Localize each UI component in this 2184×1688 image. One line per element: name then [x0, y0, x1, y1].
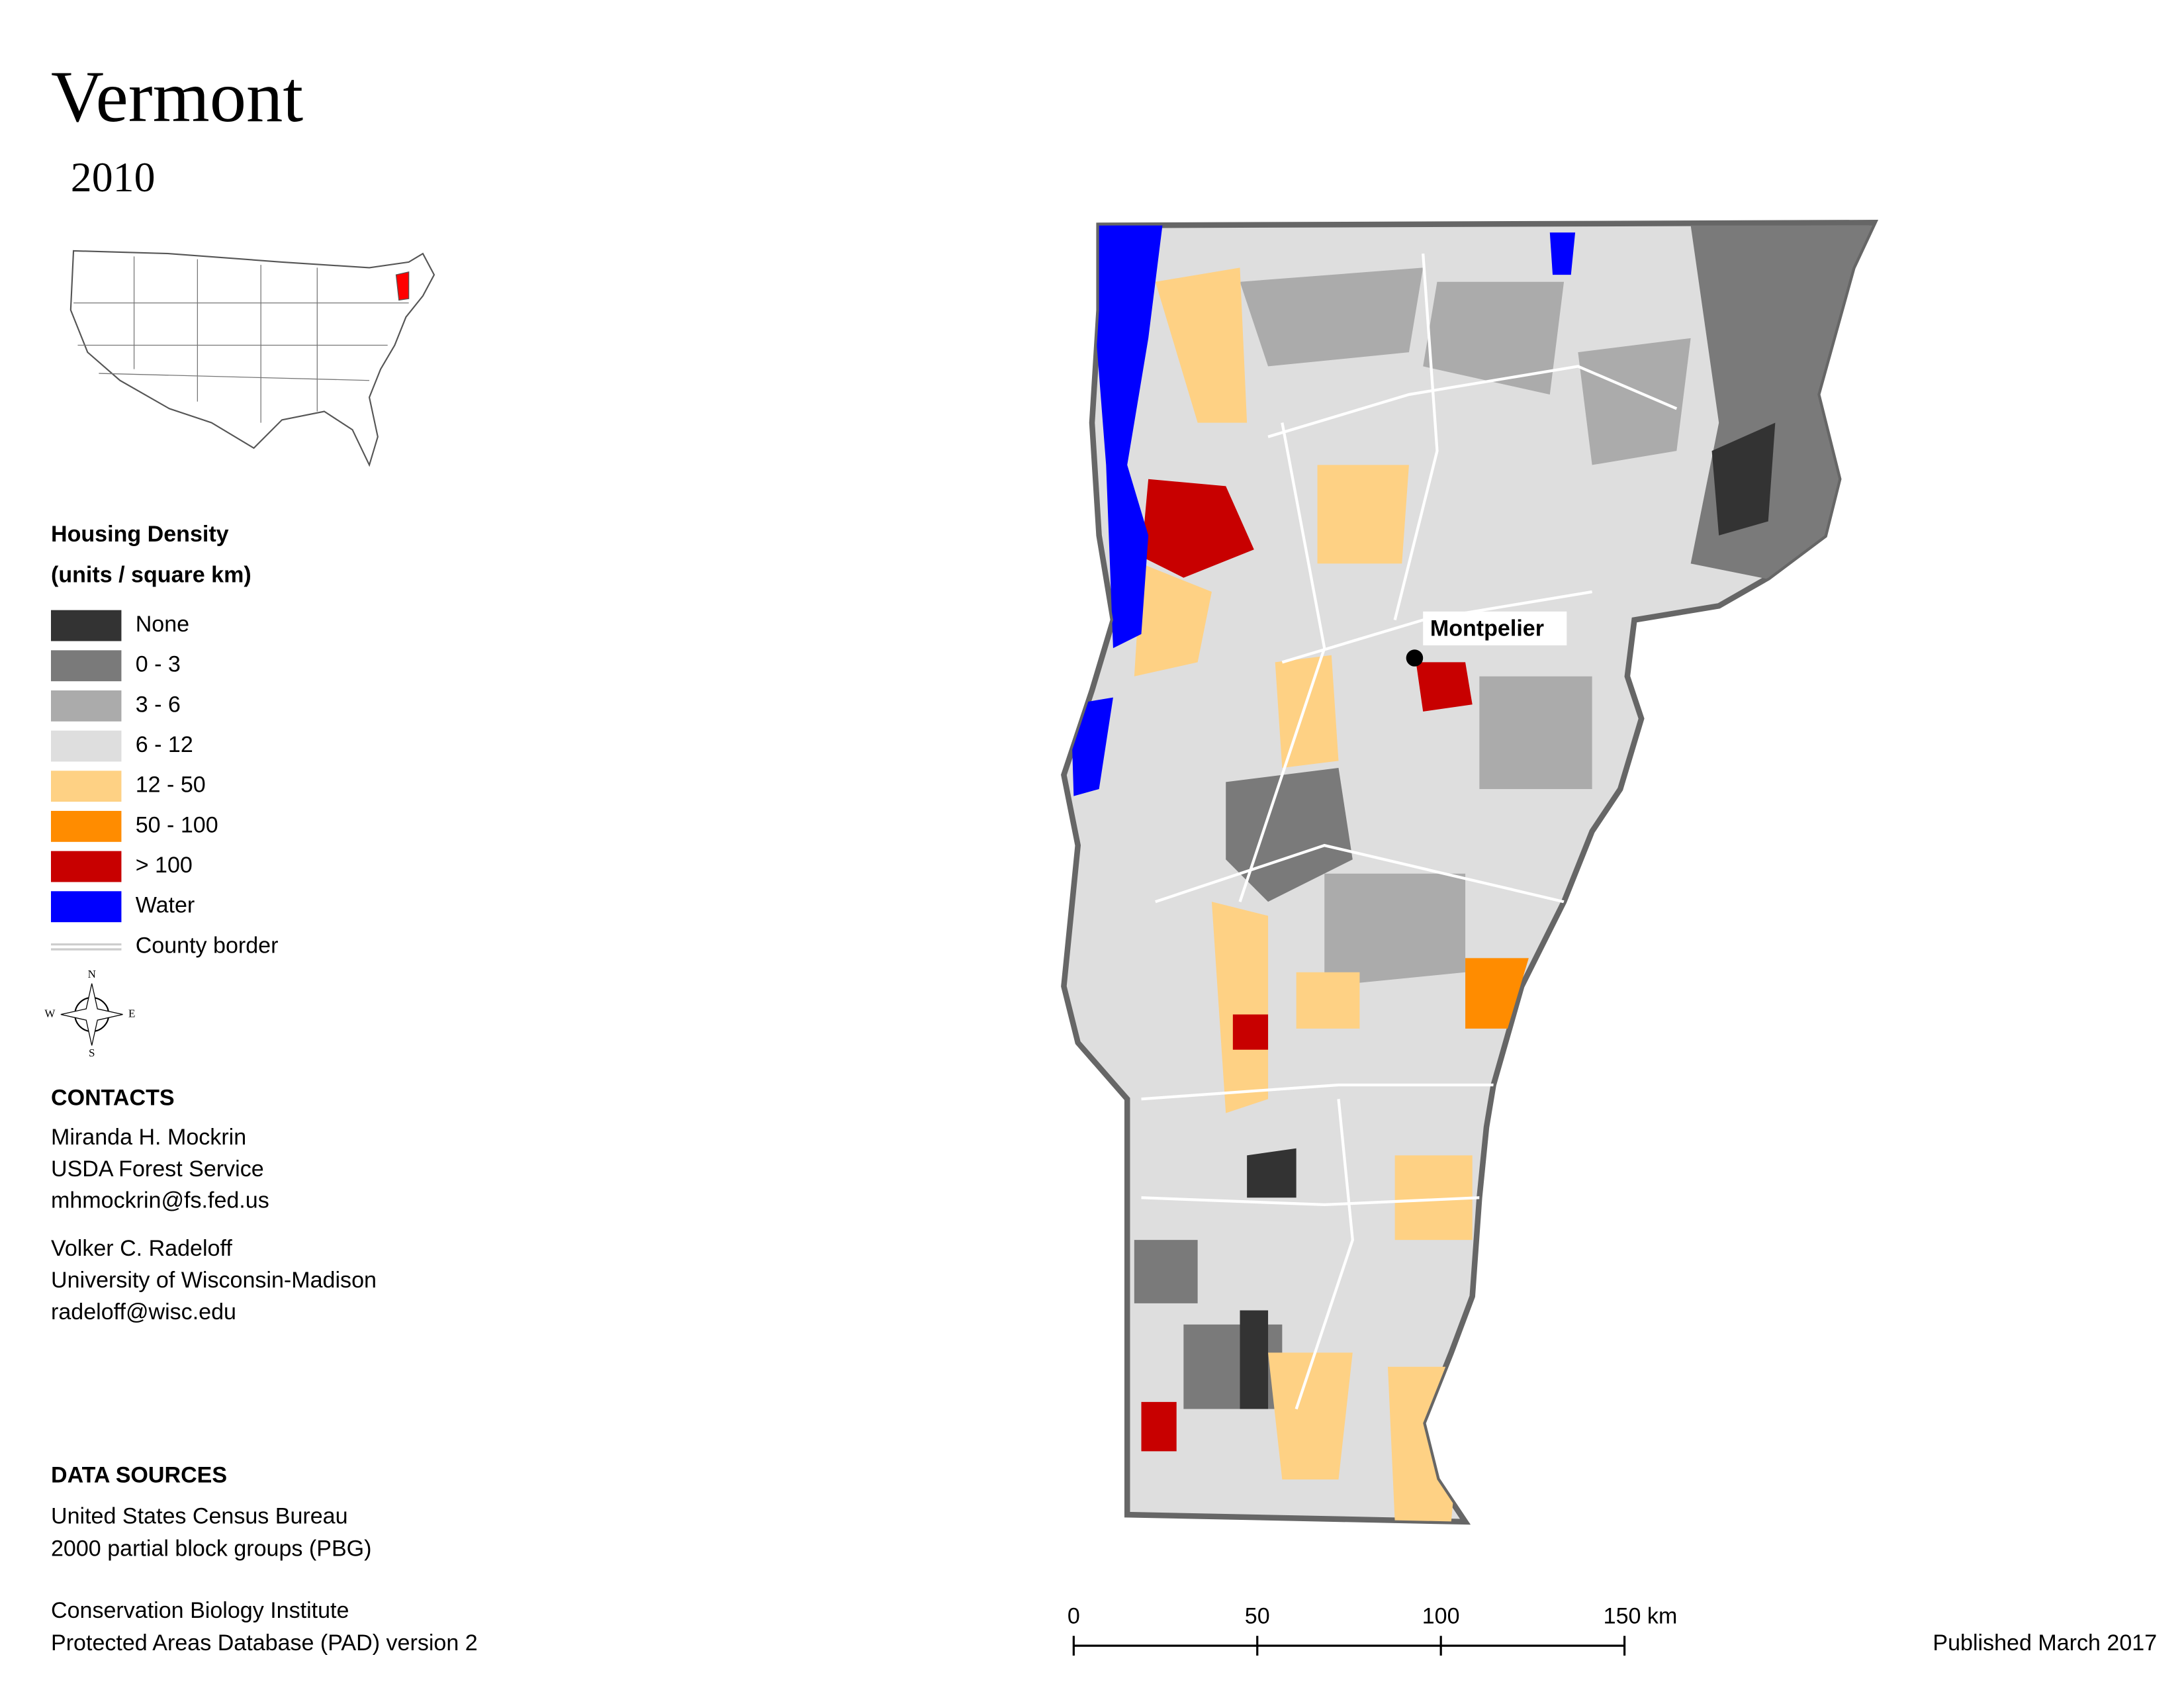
- legend-swatch: [51, 851, 122, 882]
- legend-label: > 100: [136, 853, 193, 878]
- city-label: Montpelier: [1430, 616, 1544, 641]
- source-line: 2000 partial block groups (PBG): [51, 1536, 371, 1561]
- legend-swatch: [51, 810, 122, 842]
- vermont-map: Montpelier: [1061, 220, 1879, 1525]
- legend-label: County border: [136, 933, 279, 958]
- legend-swatch: [51, 730, 122, 762]
- contact-line: radeloff@wisc.edu: [51, 1299, 236, 1325]
- legend-swatch: [51, 690, 122, 722]
- contact-line: mhmockrin@fs.fed.us: [51, 1188, 269, 1213]
- contact-line: Miranda H. Mockrin: [51, 1125, 246, 1150]
- source-line: Protected Areas Database (PAD) version 2: [51, 1630, 478, 1656]
- contacts: Miranda H. Mockrin USDA Forest Service mhm…: [51, 1125, 377, 1325]
- contact-line: University of Wisconsin-Madison: [51, 1268, 377, 1293]
- contacts-heading: CONTACTS: [51, 1085, 175, 1110]
- scale-bar: 0 50 100 150 km: [1068, 1604, 1677, 1656]
- published-note: Published March 2017: [1933, 1630, 2157, 1656]
- scale-tick-label: 0: [1068, 1604, 1080, 1629]
- compass-s: S: [89, 1047, 95, 1059]
- compass-w: W: [44, 1007, 56, 1019]
- sources-heading: DATA SOURCES: [51, 1463, 227, 1488]
- legend-label: 0 - 3: [136, 652, 181, 677]
- compass-e: E: [128, 1007, 135, 1019]
- legend-label: 50 - 100: [136, 812, 218, 837]
- map-year: 2010: [71, 154, 156, 201]
- compass-rose: N E S W: [44, 968, 135, 1059]
- legend-label: 3 - 6: [136, 692, 181, 717]
- legend-swatch: [51, 891, 122, 923]
- legend-label: Water: [136, 893, 195, 918]
- compass-n: N: [88, 968, 96, 980]
- source-line: United States Census Bureau: [51, 1503, 348, 1528]
- scale-tick-label: 150 km: [1604, 1604, 1678, 1629]
- city-label-bg: [1423, 611, 1567, 645]
- contact-line: Volker C. Radeloff: [51, 1236, 232, 1261]
- map-title: Vermont: [51, 56, 303, 137]
- legend-title: Housing Density: [51, 522, 229, 547]
- legend: None 0 - 3 3 - 6 6 - 12 12 - 50 50 - 100 > 100…: [51, 610, 279, 958]
- us-inset: [69, 250, 435, 467]
- data-sources: United States Census Bureau 2000 partial …: [51, 1503, 478, 1656]
- legend-label: 12 - 50: [136, 773, 206, 798]
- scale-tick-label: 50: [1245, 1604, 1270, 1629]
- legend-label: 6 - 12: [136, 732, 193, 757]
- montpelier-dot: [1406, 649, 1424, 667]
- legend-swatch: [51, 610, 122, 641]
- legend-swatch: [51, 650, 122, 682]
- source-line: Conservation Biology Institute: [51, 1598, 349, 1623]
- legend-label: None: [136, 612, 189, 637]
- legend-subtitle: (units / square km): [51, 563, 251, 588]
- scale-tick-label: 100: [1422, 1604, 1460, 1629]
- legend-swatch: [51, 771, 122, 802]
- contact-line: USDA Forest Service: [51, 1156, 264, 1182]
